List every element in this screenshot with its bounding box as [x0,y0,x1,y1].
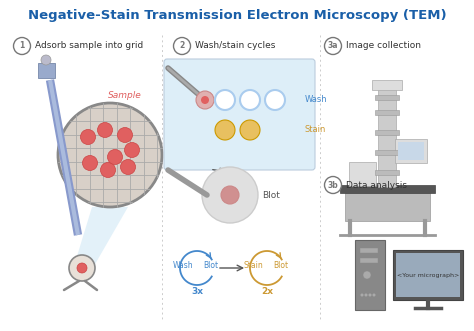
Circle shape [221,186,239,204]
Circle shape [82,156,98,170]
Circle shape [108,150,122,165]
Circle shape [77,263,87,273]
Text: Negative-Stain Transmission Electron Microscopy (TEM): Negative-Stain Transmission Electron Mic… [27,10,447,23]
Circle shape [81,129,95,145]
FancyBboxPatch shape [345,193,430,221]
FancyBboxPatch shape [375,150,399,155]
Text: Adsorb sample into grid: Adsorb sample into grid [35,41,143,51]
Text: Data analysis: Data analysis [346,180,407,190]
Polygon shape [74,207,128,266]
Polygon shape [38,63,55,78]
FancyBboxPatch shape [395,139,427,163]
Circle shape [120,160,136,174]
FancyBboxPatch shape [349,162,376,186]
Text: 3b: 3b [328,180,338,190]
FancyBboxPatch shape [378,85,396,187]
Text: <Your micrograph>: <Your micrograph> [397,272,459,277]
Circle shape [41,55,51,65]
Text: 3x: 3x [191,288,203,297]
FancyBboxPatch shape [398,142,424,160]
Text: 2x: 2x [261,288,273,297]
Circle shape [363,271,371,279]
Circle shape [265,90,285,110]
Text: Wash: Wash [305,96,328,105]
Circle shape [368,294,372,297]
Circle shape [202,167,258,223]
Text: Sample: Sample [108,90,142,100]
Circle shape [240,90,260,110]
Circle shape [13,37,30,55]
Text: Stain: Stain [243,260,263,269]
Text: Image collection: Image collection [346,41,421,51]
FancyBboxPatch shape [164,59,315,170]
Circle shape [325,37,341,55]
Circle shape [215,120,235,140]
Circle shape [361,294,364,297]
Circle shape [215,90,235,110]
FancyBboxPatch shape [360,258,378,263]
FancyBboxPatch shape [372,80,402,90]
FancyBboxPatch shape [375,95,399,100]
FancyBboxPatch shape [340,185,435,193]
Text: 2: 2 [179,41,185,51]
Circle shape [118,127,133,143]
Text: Stain: Stain [305,125,327,134]
Circle shape [100,163,116,177]
FancyBboxPatch shape [393,250,463,300]
Circle shape [201,96,209,104]
Text: Wash/stain cycles: Wash/stain cycles [195,41,275,51]
Text: 1: 1 [19,41,25,51]
FancyBboxPatch shape [375,130,399,135]
Circle shape [69,255,95,281]
Circle shape [373,294,375,297]
Circle shape [196,91,214,109]
FancyBboxPatch shape [375,170,399,175]
Text: 3a: 3a [328,41,338,51]
Text: Wash: Wash [173,260,193,269]
Text: Blot: Blot [203,260,219,269]
FancyBboxPatch shape [375,110,399,115]
FancyBboxPatch shape [355,240,385,310]
Circle shape [365,294,367,297]
FancyBboxPatch shape [360,248,378,253]
Text: Blot: Blot [273,260,289,269]
Circle shape [240,120,260,140]
Circle shape [173,37,191,55]
Circle shape [58,103,162,207]
Circle shape [125,143,139,158]
Circle shape [325,176,341,194]
Circle shape [98,122,112,137]
FancyBboxPatch shape [396,253,460,297]
Text: Blot: Blot [262,191,280,200]
